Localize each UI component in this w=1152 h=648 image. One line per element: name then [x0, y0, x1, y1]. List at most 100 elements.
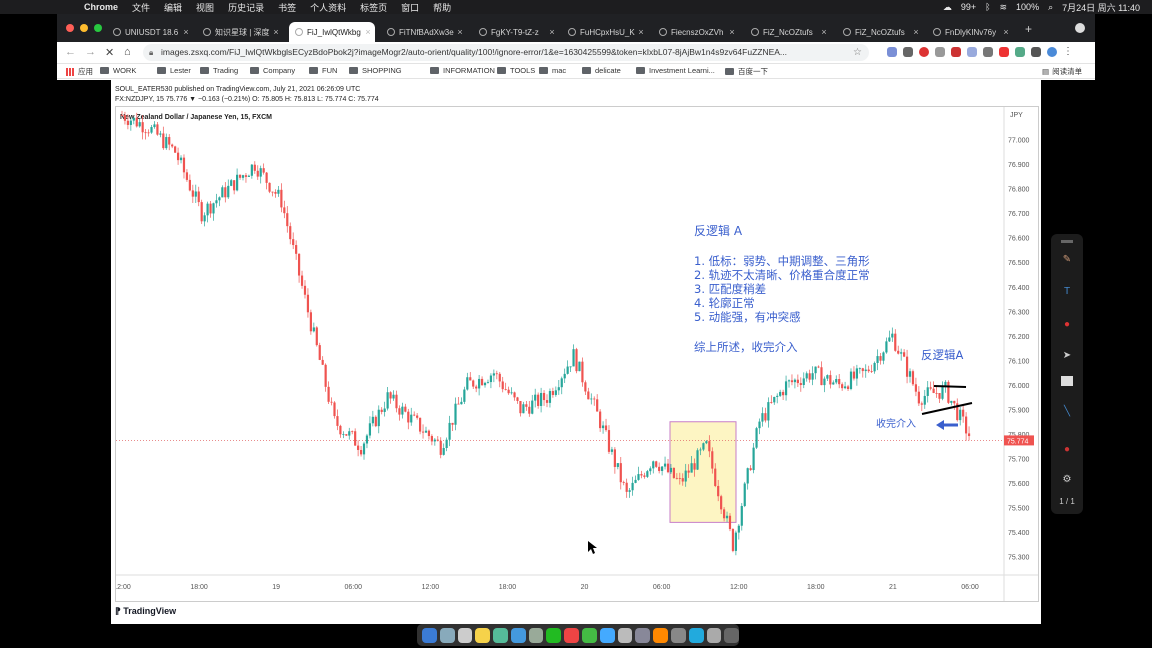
bookmark-folder[interactable]: Company — [250, 66, 295, 75]
profile-avatar[interactable] — [1075, 23, 1085, 33]
bookmark-folder[interactable]: Trading — [200, 66, 238, 75]
home-icon[interactable]: ⌂ — [124, 46, 131, 58]
tab-close-icon[interactable]: × — [638, 27, 644, 37]
keynote-icon[interactable] — [510, 627, 526, 643]
bookmark-folder[interactable]: 百度一下 — [725, 66, 768, 77]
extension-icon[interactable] — [935, 47, 945, 57]
bookmark-folder[interactable]: SHOPPING — [349, 66, 402, 75]
app-icon[interactable] — [688, 627, 704, 643]
bluetooth-icon[interactable]: ᛒ — [985, 2, 991, 12]
back-icon[interactable]: ← — [65, 46, 76, 58]
close-window-button[interactable] — [66, 24, 74, 32]
marker-icon[interactable]: ✎ — [1062, 254, 1072, 265]
cloud-icon[interactable]: ☁ — [942, 1, 952, 12]
app-name[interactable]: Chrome — [84, 2, 119, 12]
bookmark-folder[interactable]: WORK — [100, 66, 136, 75]
extension-icon[interactable] — [967, 47, 977, 57]
profile-icon[interactable] — [1047, 47, 1057, 57]
tab-6[interactable]: FuHCpxHsU_K × — [562, 22, 648, 42]
safari-icon[interactable] — [439, 627, 455, 643]
numbers-icon[interactable] — [493, 627, 508, 643]
forward-icon[interactable]: → — [85, 46, 96, 58]
tab-close-icon[interactable]: × — [549, 27, 555, 37]
extension-icon[interactable] — [983, 47, 993, 57]
extension-icon[interactable] — [919, 47, 929, 57]
menu-edit[interactable]: 编辑 — [164, 2, 183, 13]
search-icon[interactable]: ⌕ — [1048, 1, 1054, 12]
lock-icon[interactable]: 🔒︎ — [149, 48, 154, 57]
extension-icon[interactable] — [903, 47, 913, 57]
tab-close-icon[interactable]: × — [729, 27, 735, 37]
menu-window[interactable]: 窗口 — [401, 2, 420, 13]
tab-7[interactable]: FiecnszOxZVh × — [653, 22, 739, 42]
bookmark-star-icon[interactable]: ☆ — [853, 47, 862, 58]
app-icon[interactable] — [599, 627, 615, 643]
tab-8[interactable]: FiZ_NcOZtufs × — [745, 22, 831, 42]
line-icon[interactable]: ╲ — [1063, 406, 1071, 417]
zoom-window-button[interactable] — [94, 24, 102, 32]
bookmark-folder[interactable]: mac — [539, 66, 566, 75]
bookmark-folder[interactable]: Investment Learni... — [636, 66, 715, 75]
app-icon[interactable] — [653, 627, 668, 643]
stop-loading-icon[interactable]: ✕ — [105, 47, 115, 59]
tab-4[interactable]: FiTNfBAdXw3e × — [381, 22, 467, 42]
tab-close-icon[interactable]: × — [365, 27, 371, 37]
eraser-icon[interactable] — [1061, 376, 1073, 386]
tab-1[interactable]: UNIUSDT 18.6 × — [107, 22, 193, 42]
extension-icon[interactable] — [951, 47, 961, 57]
tab-5[interactable]: FgKY-T9-tZ-z × — [473, 22, 559, 42]
minimize-window-button[interactable] — [80, 24, 88, 32]
menu-tabs[interactable]: 标签页 — [360, 2, 388, 13]
app-icon[interactable] — [706, 627, 722, 643]
bookmark-folder[interactable]: delicate — [582, 66, 621, 75]
chrome-icon[interactable] — [564, 627, 580, 643]
bookmark-folder[interactable]: INFORMATION — [430, 66, 495, 75]
menu-help[interactable]: 帮助 — [433, 2, 452, 13]
bookmark-folder[interactable]: TOOLS — [497, 66, 535, 75]
pointer-icon[interactable]: ➤ — [1062, 350, 1072, 361]
address-bar[interactable]: 🔒︎ images.zsxq.com/FiJ_IwlQtWkbglsECyzBd… — [143, 44, 869, 61]
menu-history[interactable]: 历史记录 — [228, 2, 265, 13]
bookmark-folder[interactable]: Lester — [157, 66, 191, 75]
tab-close-icon[interactable]: × — [273, 27, 279, 37]
notification-badge[interactable]: 99+ — [960, 2, 977, 12]
wifi-icon[interactable]: ≋ — [999, 1, 1008, 12]
color-icon[interactable]: ● — [1063, 319, 1071, 330]
finder-icon[interactable] — [422, 627, 437, 643]
clock[interactable]: 7月24日 周六 11:40 — [1062, 2, 1140, 13]
notes-icon[interactable] — [475, 627, 491, 643]
apps-shortcut[interactable]: 应用 — [66, 66, 93, 77]
extension-icon[interactable] — [1015, 47, 1025, 57]
tab-9[interactable]: FiZ_NcOZtufs × — [837, 22, 923, 42]
wechat-icon[interactable] — [546, 627, 562, 643]
tab-10[interactable]: FnDlyKINv76y × — [927, 22, 1013, 42]
battery-percent[interactable]: 100% — [1016, 2, 1040, 12]
bookmark-folder[interactable]: FUN — [309, 66, 337, 75]
extension-icon[interactable] — [887, 47, 897, 57]
menu-file[interactable]: 文件 — [132, 2, 151, 13]
puzzle-icon[interactable] — [1031, 47, 1041, 57]
trash-icon[interactable] — [724, 627, 740, 643]
tab-close-icon[interactable]: × — [457, 27, 463, 37]
tab-close-icon[interactable]: × — [183, 27, 189, 37]
reading-list[interactable]: ▤ 阅读清单 — [1042, 66, 1082, 77]
extension-icon[interactable] — [999, 47, 1009, 57]
tab-close-icon[interactable]: × — [821, 27, 827, 37]
gear-icon[interactable]: ⚙ — [1062, 474, 1072, 485]
tab-2[interactable]: 知识星球 | 深度 × — [197, 22, 283, 42]
more-menu-icon[interactable]: ⋮ — [1063, 46, 1073, 57]
new-tab-button[interactable]: + — [1025, 22, 1033, 36]
tab-close-icon[interactable]: × — [1003, 27, 1009, 37]
candlestick-chart[interactable]: 77.000 76.900 76.800 76.700 76.600 76.500 76.4… — [113, 107, 1038, 601]
app-icon[interactable] — [635, 627, 651, 643]
menu-bookmarks[interactable]: 书签 — [278, 2, 297, 13]
menu-view[interactable]: 视图 — [196, 2, 215, 13]
menu-profile[interactable]: 个人资料 — [310, 2, 347, 13]
app-icon[interactable] — [617, 627, 633, 643]
app-icon[interactable] — [670, 627, 686, 643]
tab-3[interactable]: FiJ_IwlQtWkbg × — [289, 22, 375, 42]
text-icon[interactable]: T — [1063, 286, 1071, 297]
handle-icon[interactable] — [1061, 240, 1073, 243]
tab-close-icon[interactable]: × — [913, 27, 919, 37]
record-icon[interactable]: ● — [1063, 444, 1071, 455]
